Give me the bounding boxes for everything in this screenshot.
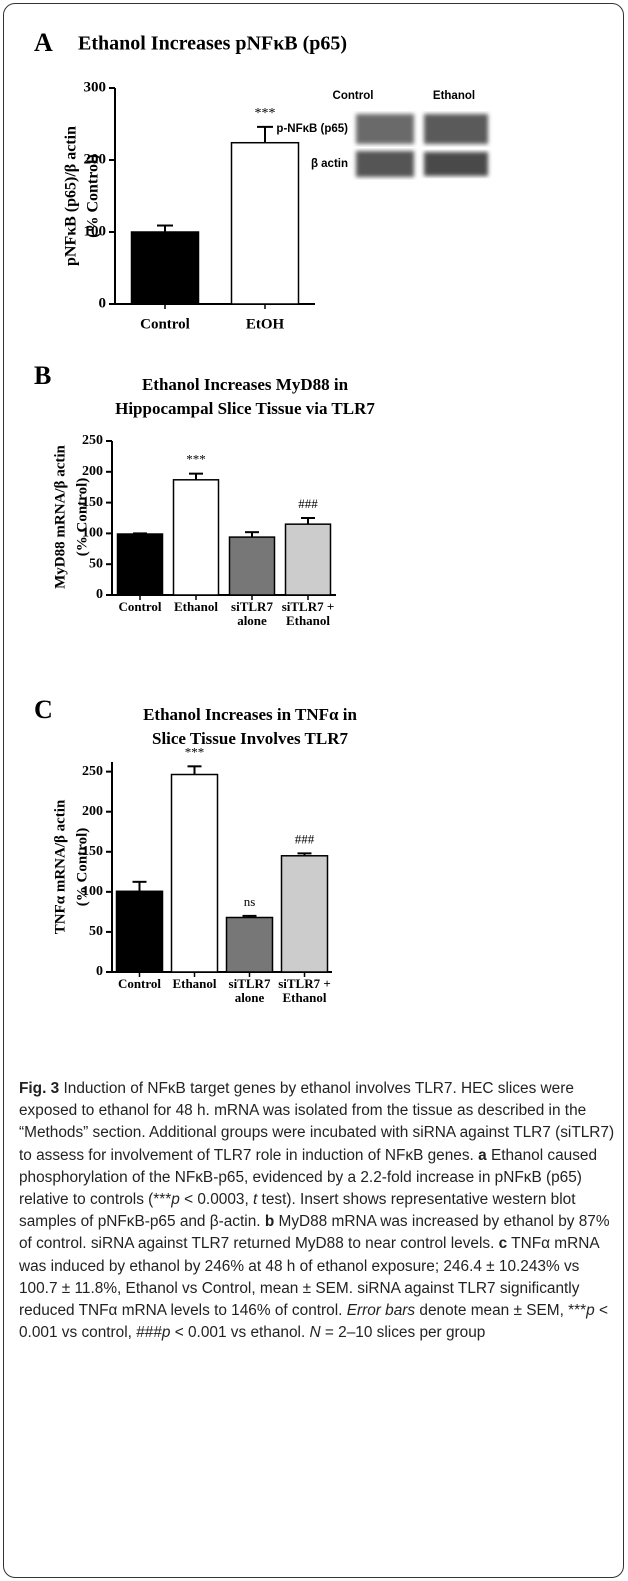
bar (286, 524, 331, 595)
chart-title: Ethanol Increases MyD88 in (142, 375, 349, 394)
x-tick-label: siTLR7 alone (220, 977, 280, 1005)
panel-label: A (34, 28, 53, 57)
x-tick-label: Ethanol (166, 600, 226, 614)
x-tick-label: siTLR7 alone (222, 600, 282, 628)
chart-title: Ethanol Increases pNFκB (p65) (78, 33, 347, 55)
y-tick-label: 0 (96, 587, 103, 602)
y-axis-label: MyD88 mRNA/β actin (52, 444, 68, 588)
y-tick-label: 0 (99, 295, 107, 311)
caption-run: p (586, 1302, 595, 1319)
annotation: *** (185, 744, 205, 759)
caption-run: p (171, 1191, 180, 1208)
bar (232, 143, 299, 304)
annotation: ### (298, 496, 318, 511)
caption-run: = 2–10 slices per group (321, 1324, 486, 1341)
panel-label: C (34, 695, 53, 724)
blot-band (356, 151, 414, 177)
x-tick-label-box: siTLR7 + Ethanol (278, 600, 338, 634)
annotation: ### (295, 831, 315, 846)
y-tick-label: 50 (89, 556, 103, 571)
bar (118, 534, 163, 595)
annotation: ns (244, 894, 256, 909)
western-blot: Control Ethanol p-NFκB (p65) β actin (276, 90, 488, 177)
y-axis-label: pNFκB (p65)/β actin (63, 126, 80, 266)
x-tick-label: siTLR7 + Ethanol (275, 977, 335, 1005)
blot-row: p-NFκB (p65) (276, 123, 348, 135)
y-tick-label: 200 (82, 464, 103, 479)
bar (132, 232, 199, 304)
y-tick-label: 100 (82, 526, 103, 541)
y-axis-label: TNFα mRNA/β actin (52, 799, 68, 934)
y-tick-label: 200 (84, 151, 107, 167)
chart-title: Hippocampal Slice Tissue via TLR7 (115, 399, 375, 418)
x-tick-label-box: Ethanol (165, 977, 225, 1011)
x-tick-label-box: Ethanol (166, 600, 226, 634)
x-tick-label: Ethanol (165, 977, 225, 991)
blot-column: Ethanol (433, 90, 475, 102)
bar (172, 775, 218, 972)
blot-band (424, 114, 488, 144)
y-tick-label: 50 (89, 924, 103, 939)
bar (282, 856, 328, 972)
x-tick-label: Control (110, 600, 170, 614)
bar (230, 537, 275, 595)
bar (117, 891, 163, 972)
x-tick-label-box: siTLR7 + Ethanol (275, 977, 335, 1011)
x-tick-label: EtOH (246, 316, 285, 332)
x-tick-label-box: Control (110, 977, 170, 1011)
y-tick-label: 300 (84, 79, 107, 95)
blot-column: Control (333, 90, 374, 102)
chart-title: Ethanol Increases in TNFα in (143, 705, 357, 724)
x-tick-label: Control (110, 977, 170, 991)
blot-band (356, 114, 414, 144)
y-axis-label: (% Control) (74, 478, 90, 556)
panel-label: B (34, 361, 51, 390)
annotation: *** (255, 106, 276, 121)
bar (174, 480, 219, 595)
x-tick-label: Control (140, 316, 190, 332)
y-tick-label: 250 (82, 764, 103, 779)
caption-run: Error bars (347, 1302, 415, 1319)
y-tick-label: 150 (82, 495, 103, 510)
caption-run: < 0.001 vs ethanol. (170, 1324, 309, 1341)
bar (227, 917, 273, 972)
caption-run: < 0.0003, (180, 1191, 253, 1208)
x-tick-label: siTLR7 + Ethanol (278, 600, 338, 628)
y-tick-label: 100 (82, 884, 103, 899)
x-tick-label-box: siTLR7 alone (220, 977, 280, 1011)
chart-title: Slice Tissue Involves TLR7 (152, 729, 349, 748)
y-tick-label: 0 (96, 964, 103, 979)
page: Control Ethanol p-NFκB (p65) β actin A Et… (0, 0, 628, 1581)
y-tick-label: 100 (84, 223, 107, 239)
caption-run: c (499, 1235, 508, 1252)
blot-row: β actin (311, 158, 348, 170)
caption-run: b (265, 1213, 274, 1230)
caption-run: Fig. 3 (19, 1080, 59, 1097)
y-tick-label: 250 (82, 433, 103, 448)
x-tick-label-box: Control (110, 600, 170, 634)
figure: Control Ethanol p-NFκB (p65) β actin A Et… (0, 0, 628, 1078)
caption-run: a (478, 1147, 487, 1164)
blot-band (424, 152, 488, 176)
caption-run: N (310, 1324, 321, 1341)
annotation: *** (186, 452, 206, 467)
x-tick-label-box: siTLR7 alone (222, 600, 282, 634)
y-tick-label: 200 (82, 804, 103, 819)
y-tick-label: 150 (82, 844, 103, 859)
caption: Fig. 3 Induction of NFκB target genes by… (19, 1078, 615, 1344)
caption-run: denote mean ± SEM, *** (415, 1302, 586, 1319)
